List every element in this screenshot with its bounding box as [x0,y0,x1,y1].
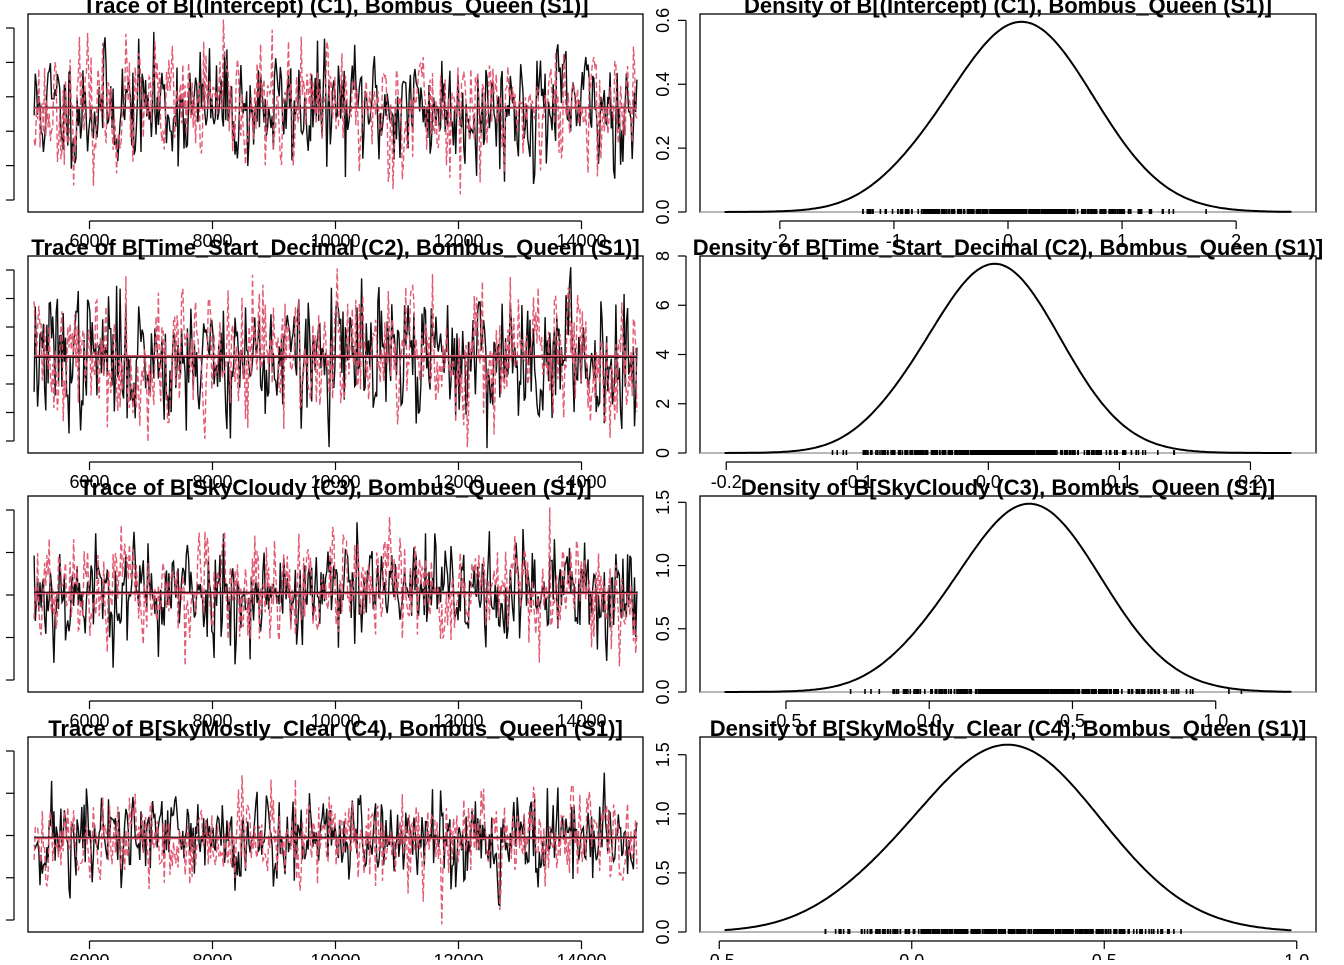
density-panel-3: Density of B[SkyCloudy (C3), Bombus_Quee… [653,475,1316,731]
density-panel-2: Density of B[Time_Start_Decimal (C2), Bo… [653,235,1323,492]
density-rug [833,450,1175,455]
density-panel-1: Density of B[(Intercept) (C1), Bombus_Qu… [653,0,1316,251]
y-tick-label: 0.6 [653,8,673,33]
panel-title: Density of B[(Intercept) (C1), Bombus_Qu… [744,0,1272,18]
plot-frame [700,737,1316,932]
density-curve [725,504,1292,692]
plot-frame [700,496,1316,692]
x-tick-label: -0.2 [711,472,742,492]
trace-panel-4: Trace of B[SkyMostly_Clear (C4), Bombus_… [6,716,643,960]
y-tick-label: 4 [653,349,673,359]
trace-panel-2: Trace of B[Time_Start_Decimal (C2), Bomb… [6,235,643,492]
density-panel-4: Density of B[SkyMostly_Clear (C4), Bombu… [653,716,1316,960]
plot-frame [700,256,1316,453]
x-tick-label: 14000 [556,951,606,960]
x-tick-label: 0.5 [1092,951,1117,960]
y-tick-label: 0.5 [653,616,673,641]
x-tick-label: -0.5 [704,951,735,960]
plot-frame [700,14,1316,212]
y-tick-label: 8 [653,251,673,261]
y-tick-label: 1.0 [653,801,673,826]
x-tick-label: 6000 [69,951,109,960]
y-tick-label: 1.5 [653,490,673,515]
y-tick-label: 1.0 [653,553,673,578]
density-curve [725,264,1292,453]
trace-panel-3: Trace of B[SkyCloudy (C3), Bombus_Queen … [6,475,643,731]
y-tick-label: 0.2 [653,136,673,161]
y-tick-label: 0.5 [653,860,673,885]
y-tick-label: 0.0 [653,199,673,224]
y-tick-label: 2 [653,399,673,409]
chain-2-trace [34,775,637,924]
y-tick-label: 6 [653,300,673,310]
x-tick-label: 0.0 [899,951,924,960]
panel-title: Trace of B[(Intercept) (C1), Bombus_Quee… [82,0,588,18]
x-tick-label: 8000 [192,951,232,960]
chain-2-trace [34,507,637,666]
y-tick-label: 0.4 [653,72,673,97]
x-tick-label: 1.0 [1284,951,1309,960]
x-tick-label: 12000 [433,951,483,960]
trace-panel-1: Trace of B[(Intercept) (C1), Bombus_Quee… [6,0,643,251]
density-curve [725,22,1292,212]
x-tick-label: 10000 [310,951,360,960]
y-tick-label: 0.0 [653,919,673,944]
y-tick-label: 0.0 [653,679,673,704]
y-tick-label: 0 [653,448,673,458]
density-rug [825,929,1181,934]
density-curve [725,745,1292,931]
y-tick-label: 1.5 [653,742,673,767]
